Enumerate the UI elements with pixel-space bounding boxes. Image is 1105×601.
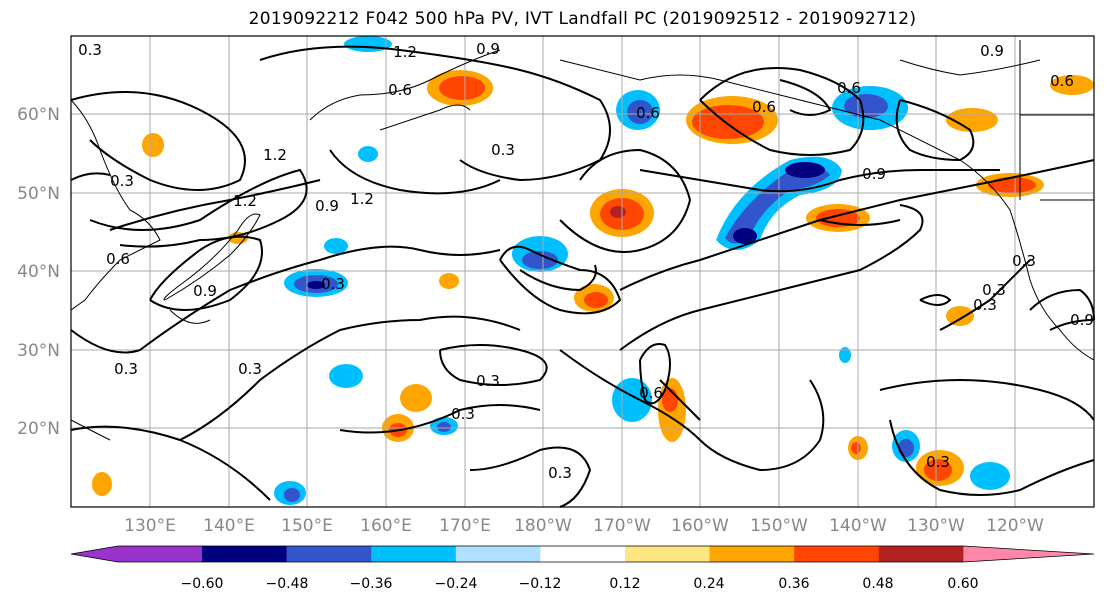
colorbar-label: 0.60 bbox=[947, 576, 978, 592]
contour-label: 0.3 bbox=[321, 275, 345, 293]
contour-label: 0.6 bbox=[1050, 72, 1074, 90]
contour-label: 1.2 bbox=[233, 192, 257, 210]
lon-tick-label: 160°W bbox=[671, 516, 729, 536]
colorbar-segment bbox=[625, 546, 711, 562]
lat-tick-label: 30°N bbox=[17, 341, 60, 361]
contour-label: 0.3 bbox=[982, 281, 1006, 299]
ivt-contours bbox=[70, 45, 1095, 508]
colorbar-labels: −0.60 −0.48 −0.36 −0.24 −0.12 0.12 0.24 … bbox=[181, 576, 979, 592]
contour-label: 1.2 bbox=[350, 190, 374, 208]
contour-labels: 0.9 1.2 0.6 0.3 0.9 0.6 0.9 0.3 1.2 1.2 … bbox=[78, 40, 1094, 482]
contour-label: 0.3 bbox=[973, 296, 997, 314]
contour-label: 1.2 bbox=[393, 43, 417, 61]
colorbar-label: 0.12 bbox=[609, 576, 640, 592]
colorbar-extend-max bbox=[963, 546, 1094, 562]
colorbar-label: 0.36 bbox=[778, 576, 809, 592]
contour-label: 0.9 bbox=[193, 282, 217, 300]
lon-tick-label: 160°E bbox=[360, 516, 412, 536]
contour-label: 0.9 bbox=[1070, 311, 1094, 329]
colorbar-segment bbox=[118, 546, 202, 562]
lat-tick-label: 60°N bbox=[17, 105, 60, 125]
lon-tick-label: 150°E bbox=[281, 516, 333, 536]
lon-tick-label: 170°W bbox=[593, 516, 651, 536]
contour-label: 0.3 bbox=[491, 141, 515, 159]
colorbar-segment bbox=[709, 546, 795, 562]
contour-label: 0.6 bbox=[388, 81, 412, 99]
colorbar-segment bbox=[371, 546, 457, 562]
lon-tick-label: 180°W bbox=[514, 516, 572, 536]
lon-tick-label: 120°W bbox=[986, 516, 1044, 536]
colorbar-label: −0.12 bbox=[519, 576, 562, 592]
contour-label: 0.3 bbox=[238, 360, 262, 378]
colorbar-label: −0.36 bbox=[350, 576, 393, 592]
lat-tick-label: 20°N bbox=[17, 419, 60, 439]
lon-tick-label: 140°E bbox=[203, 516, 255, 536]
contour-label: 0.3 bbox=[451, 405, 475, 423]
lon-tick-label: 130°E bbox=[124, 516, 176, 536]
colorbar-label: −0.60 bbox=[181, 576, 224, 592]
lat-tick-label: 40°N bbox=[17, 262, 60, 282]
contour-label: 0.9 bbox=[862, 165, 886, 183]
contour-label: 0.6 bbox=[639, 384, 663, 402]
colorbar-segment bbox=[202, 546, 288, 562]
contour-label: 0.9 bbox=[980, 42, 1004, 60]
contour-label: 0.3 bbox=[476, 372, 500, 390]
colorbar-label: 0.24 bbox=[693, 576, 724, 592]
lon-tick-label: 130°W bbox=[907, 516, 965, 536]
colorbar bbox=[70, 545, 1095, 563]
lon-tick-label: 150°W bbox=[750, 516, 808, 536]
colorbar-outline bbox=[70, 545, 1095, 563]
colorbar-segment bbox=[286, 546, 372, 562]
contour-label: 0.6 bbox=[106, 250, 130, 268]
colorbar-extend-min bbox=[71, 546, 118, 562]
lat-tick-labels: 60°N 50°N 40°N 30°N 20°N bbox=[17, 105, 60, 439]
lat-tick-label: 50°N bbox=[17, 184, 60, 204]
colorbar-label: −0.48 bbox=[266, 576, 309, 592]
contour-label: 0.3 bbox=[78, 41, 102, 59]
colorbar-segment bbox=[794, 546, 880, 562]
gridlines bbox=[71, 36, 1094, 507]
lon-tick-label: 140°W bbox=[829, 516, 887, 536]
map-frame bbox=[70, 35, 1095, 508]
contour-label: 0.6 bbox=[752, 98, 776, 116]
contour-label: 0.3 bbox=[548, 464, 572, 482]
contour-label: 0.6 bbox=[636, 104, 660, 122]
colorbar-label: −0.24 bbox=[435, 576, 478, 592]
colorbar-label: 0.48 bbox=[862, 576, 893, 592]
colorbar-segment bbox=[540, 546, 626, 562]
contour-label: 1.2 bbox=[263, 146, 287, 164]
colorbar-segment bbox=[878, 546, 964, 562]
contour-label: 0.3 bbox=[926, 453, 950, 471]
lon-tick-labels: 130°E 140°E 150°E 160°E 170°E 180°W 170°… bbox=[124, 516, 1044, 536]
contour-label: 0.9 bbox=[476, 40, 500, 58]
map-title: 2019092212 F042 500 hPa PV, IVT Landfall… bbox=[248, 9, 917, 29]
lon-tick-label: 170°E bbox=[439, 516, 491, 536]
colorbar-segment bbox=[455, 546, 541, 562]
contour-label: 0.6 bbox=[837, 79, 861, 97]
contour-label: 0.3 bbox=[110, 172, 134, 190]
contour-label: 0.3 bbox=[1012, 252, 1036, 270]
contour-label: 0.3 bbox=[114, 360, 138, 378]
contour-label: 0.9 bbox=[315, 197, 339, 215]
